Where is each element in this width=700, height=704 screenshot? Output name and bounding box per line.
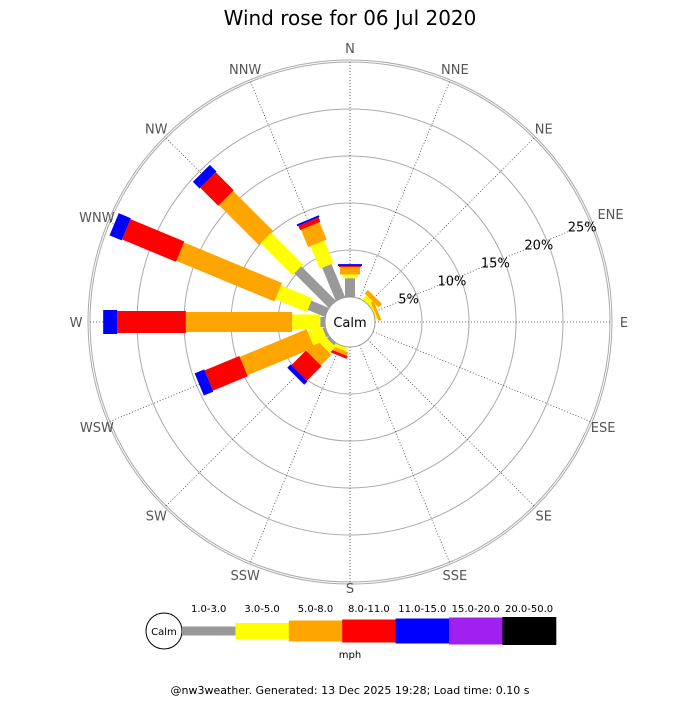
grid	[87, 59, 613, 585]
bar-segment-nw-5.0-8.0	[218, 190, 273, 245]
legend-swatch	[449, 617, 503, 645]
bar-segment-ssw-3.0-5.0	[332, 342, 348, 352]
bar-segment-wsw-11.0-15.0	[194, 369, 214, 396]
calm-label: Calm	[333, 316, 366, 331]
direction-label-sse: SSE	[442, 569, 467, 584]
bar-segment-w-8.0-11.0	[117, 311, 186, 333]
bar-segment-n-8.0-11.0	[339, 265, 361, 267]
bar-segment-nnw-1.0-3.0	[322, 263, 346, 301]
bar-segment-wsw-5.0-8.0	[239, 329, 315, 376]
bar-segment-w-3.0-5.0	[292, 314, 321, 330]
grid-spoke	[359, 344, 451, 565]
direction-label-s: S	[346, 582, 354, 597]
bar-wsw	[194, 325, 329, 396]
bar-segment-ene-5.0-8.0	[371, 301, 382, 321]
bar-segment-nnw-5.0-8.0	[300, 222, 327, 248]
direction-label-nnw: NNW	[229, 63, 261, 78]
legend-swatch	[235, 623, 290, 639]
bar-segment-wsw-8.0-11.0	[204, 355, 248, 391]
radial-tick-label: 25%	[568, 221, 597, 236]
direction-label-nne: NNE	[441, 63, 469, 78]
direction-label-n: N	[345, 42, 355, 57]
bar-segment-nnw-11.0-15.0	[296, 215, 320, 227]
legend-calm-label: Calm	[151, 627, 177, 638]
bar-segment-nw-11.0-15.0	[192, 164, 217, 189]
bar-segment-ene-3.0-5.0	[370, 304, 378, 320]
footer-text: @nw3weather. Generated: 13 Dec 2025 19:2…	[171, 684, 530, 697]
grid-spoke	[372, 221, 593, 313]
direction-label-ssw: SSW	[230, 569, 260, 584]
legend-swatch	[288, 620, 343, 642]
grid-spoke	[367, 339, 536, 508]
grid-spoke	[249, 344, 341, 565]
legend-label: 1.0-3.0	[191, 604, 226, 615]
bar-segment-wnw-8.0-11.0	[122, 219, 185, 262]
radial-tick-label: 5%	[398, 292, 419, 307]
bar-nnw	[296, 215, 346, 301]
bar-segment-sw-1.0-3.0	[326, 336, 336, 346]
direction-label-se: SE	[536, 510, 552, 525]
radial-tick-label: 10%	[437, 274, 466, 289]
bar-segment-wnw-1.0-3.0	[307, 300, 329, 318]
radial-ticks: 5% 10% 15% 20% 25%	[398, 221, 596, 308]
grid-ring-outer	[87, 59, 613, 585]
legend-swatch	[502, 617, 557, 645]
bar-ene	[370, 301, 382, 321]
bar-segment-ne-5.0-8.0	[364, 289, 383, 308]
direction-label-nw: NW	[145, 122, 168, 137]
bar-segment-nw-8.0-11.0	[200, 172, 234, 206]
bar-segment-nw-3.0-5.0	[260, 232, 304, 276]
bar-segment-wsw-1.0-3.0	[322, 326, 329, 338]
legend-label: 8.0-11.0	[348, 604, 390, 615]
direction-label-ene: ENE	[597, 208, 623, 223]
bar-segment-nnw-8.0-11.0	[298, 217, 321, 231]
bar-segment-w-1.0-3.0	[320, 317, 325, 327]
legend-swatch	[182, 626, 236, 636]
radial-tick-label: 15%	[481, 256, 510, 271]
chart-title: Wind rose for 06 Jul 2020	[224, 6, 477, 30]
bar-segment-wnw-5.0-8.0	[176, 242, 283, 302]
legend-label: 20.0-50.0	[505, 604, 553, 615]
grid-spoke	[359, 79, 451, 300]
direction-label-wsw: WSW	[80, 421, 114, 436]
direction-label-ese: ESE	[591, 421, 616, 436]
bar-segment-n-5.0-8.0	[340, 266, 360, 275]
bar-segment-n-3.0-5.0	[342, 274, 358, 279]
direction-label-sw: SW	[146, 510, 167, 525]
direction-label-w: W	[70, 316, 83, 331]
legend-unit: mph	[339, 650, 361, 661]
bar-w	[103, 310, 325, 334]
legend-swatch	[395, 618, 450, 644]
bar-segment-n-11.0-15.0	[338, 264, 362, 266]
grid-spoke	[372, 331, 593, 423]
bar-segment-w-11.0-15.0	[103, 310, 118, 334]
bar-segment-sw-8.0-11.0	[291, 350, 322, 381]
legend: Calm 1.0-3.0 3.0-5.0 5.0-8.0 8.0-11.0 11.0-1…	[145, 604, 557, 650]
bar-segment-nnw-3.0-5.0	[310, 240, 334, 269]
legend-label: 5.0-8.0	[298, 604, 333, 615]
bar-segment-sw-11.0-15.0	[287, 364, 308, 385]
radial-tick-label: 20%	[524, 238, 553, 253]
direction-labels: N NNE NE ENE E ESE SE SSE S SSW SW WSW W WNW NW NNW	[70, 42, 629, 597]
bars	[103, 164, 383, 396]
bar-segment-wnw-11.0-15.0	[109, 213, 131, 241]
bar-segment-nw-1.0-3.0	[294, 266, 336, 308]
bar-nw	[192, 164, 336, 308]
bar-segment-wsw-3.0-5.0	[307, 325, 328, 346]
direction-label-e: E	[620, 316, 628, 331]
bar-n	[338, 264, 362, 297]
legend-label: 3.0-5.0	[244, 604, 279, 615]
direction-label-wnw: WNW	[79, 211, 115, 226]
grid-spoke	[367, 136, 536, 305]
bar-segment-n-1.0-3.0	[345, 278, 355, 297]
legend-label: 15.0-20.0	[452, 604, 500, 615]
bar-segment-wnw-3.0-5.0	[275, 285, 313, 313]
calm-circle	[324, 296, 376, 348]
legend-label: 11.0-15.0	[398, 604, 446, 615]
bar-wnw	[109, 213, 329, 318]
bar-segment-w-5.0-8.0	[185, 312, 293, 332]
direction-label-ne: NE	[535, 122, 553, 137]
legend-swatch	[342, 619, 397, 643]
